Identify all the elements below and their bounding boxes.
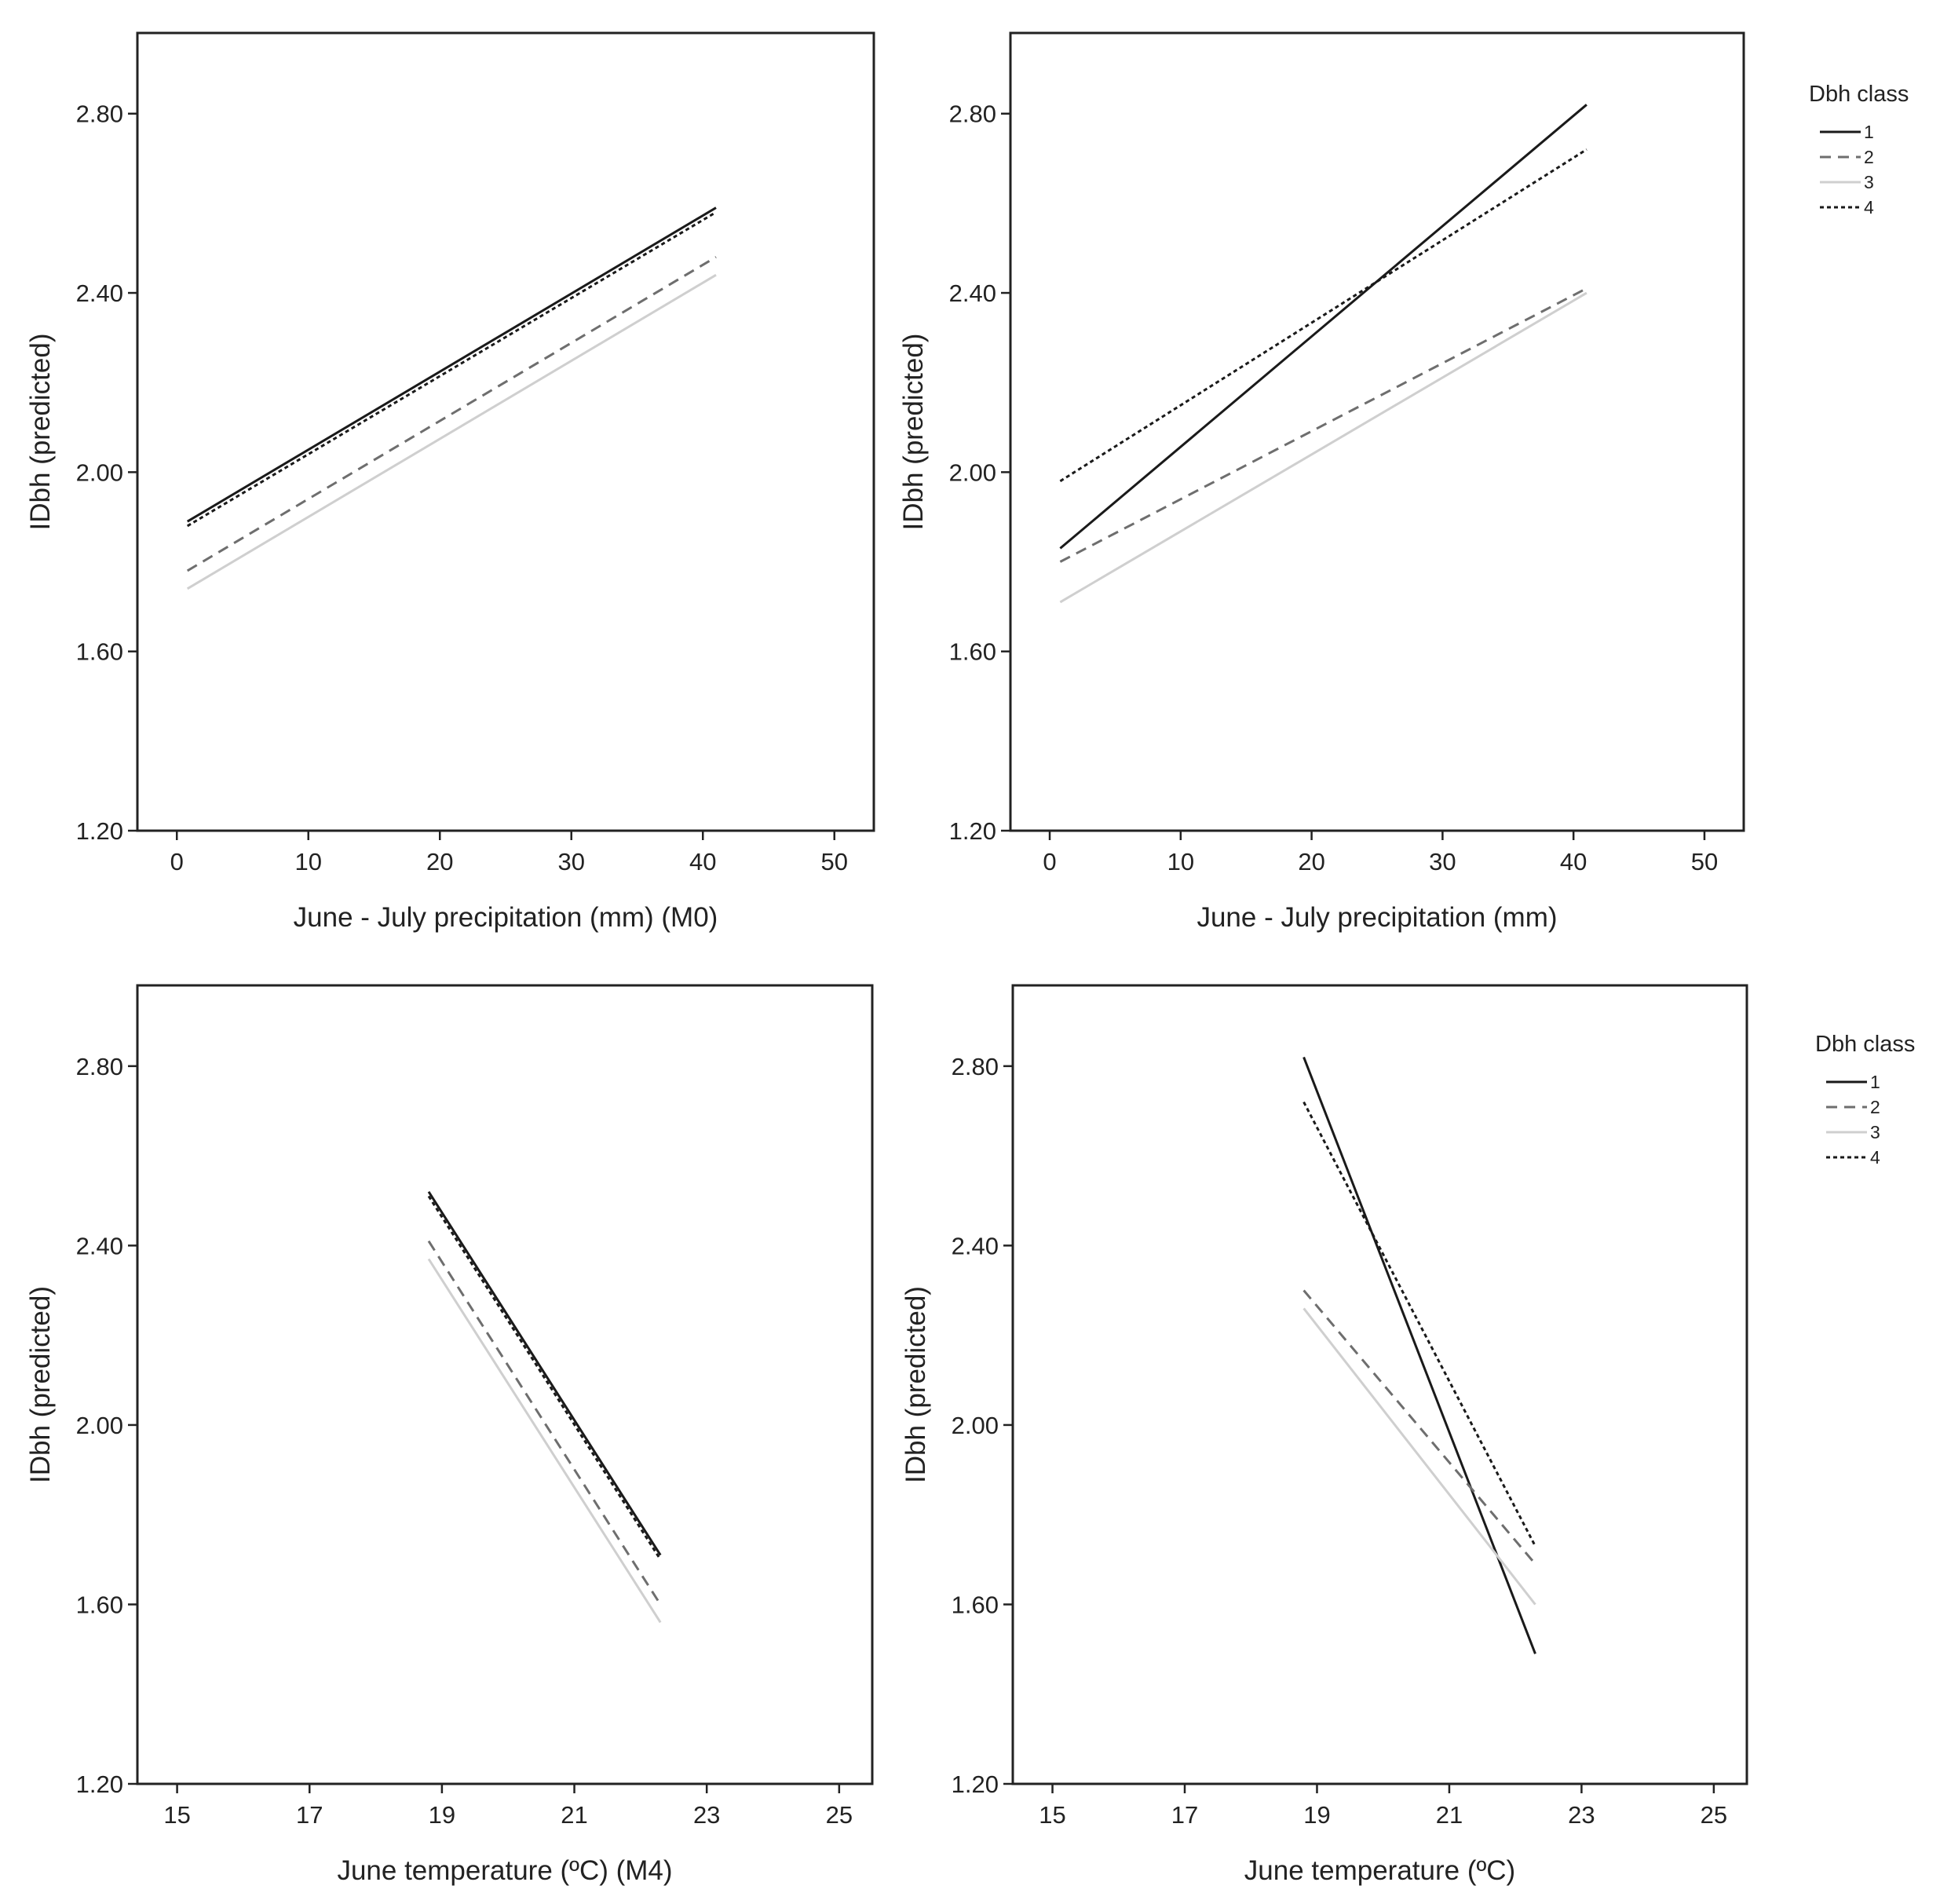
y-tick-label: 1.60 xyxy=(952,1591,999,1618)
y-tick-label: 2.00 xyxy=(952,1412,999,1439)
x-tick-label: 17 xyxy=(1171,1801,1198,1829)
x-tick-label: 17 xyxy=(296,1801,323,1829)
x-tick-label: 25 xyxy=(826,1801,853,1829)
x-tick-label: 15 xyxy=(163,1801,190,1829)
x-axis-title: June - July precipitation (mm) xyxy=(1197,902,1557,933)
x-tick-label: 15 xyxy=(1039,1801,1065,1829)
y-axis-title: IDbh (predicted) xyxy=(901,1286,931,1483)
plot-frame xyxy=(136,31,875,832)
series-line-class-1 xyxy=(186,206,717,523)
plot-frame xyxy=(136,984,874,1785)
y-tick-label: 2.40 xyxy=(952,1232,999,1259)
series-line-class-3 xyxy=(1059,291,1587,604)
chart-panel-2: 0 10 20 30 40 50 1.20 1.60 2.00 2.40 2.80 June - Ju… xyxy=(898,31,1745,933)
series-line-class-4 xyxy=(427,1195,662,1561)
y-axis-title: IDbh (predicted) xyxy=(898,334,929,531)
series-line-class-4 xyxy=(1059,148,1587,483)
legend-item-label: 1 xyxy=(1864,122,1874,142)
series-line-class-1 xyxy=(427,1190,662,1556)
x-tick-label: 10 xyxy=(295,848,322,875)
series-line-class-2 xyxy=(427,1240,662,1606)
y-tick-label: 2.40 xyxy=(76,280,123,307)
y-tick-label: 2.00 xyxy=(76,459,123,486)
x-tick-label: 23 xyxy=(693,1801,720,1829)
series-line-class-3 xyxy=(1302,1307,1536,1606)
chart-panel-1: 0 10 20 30 40 50 1.20 1.60 2.00 2.40 2.80 June - Ju… xyxy=(25,31,875,933)
legend-item-label: 3 xyxy=(1864,172,1874,192)
legend-item-label: 1 xyxy=(1870,1072,1880,1092)
x-tick-label: 19 xyxy=(1303,1801,1330,1829)
y-axis-title: IDbh (predicted) xyxy=(25,1286,56,1483)
x-tick-label: 30 xyxy=(558,848,585,875)
y-tick-label: 1.20 xyxy=(76,1771,123,1798)
x-tick-label: 20 xyxy=(426,848,453,875)
y-tick-label: 2.40 xyxy=(76,1232,123,1259)
y-tick-label: 2.00 xyxy=(76,1412,123,1439)
series-line-class-3 xyxy=(427,1258,662,1624)
x-tick-label: 50 xyxy=(821,848,848,875)
x-tick-label: 0 xyxy=(1043,848,1056,875)
x-tick-label: 25 xyxy=(1701,1801,1727,1829)
legend-item-label: 4 xyxy=(1864,197,1874,217)
plot-frame xyxy=(1011,984,1748,1785)
x-tick-label: 30 xyxy=(1429,848,1456,875)
x-tick-label: 0 xyxy=(170,848,184,875)
y-tick-label: 1.60 xyxy=(76,638,123,666)
chart-panel-4: 15 17 19 21 23 25 1.20 1.60 2.00 2.40 2.80 June tem… xyxy=(901,984,1748,1886)
x-tick-label: 40 xyxy=(1560,848,1587,875)
x-axis-title: June temperature (ºC) xyxy=(1244,1855,1515,1886)
series-line-class-3 xyxy=(186,273,717,590)
legend-title: Dbh class xyxy=(1809,82,1909,107)
y-axis-title: IDbh (predicted) xyxy=(25,334,56,531)
y-tick-label: 1.20 xyxy=(952,1771,999,1798)
x-tick-label: 20 xyxy=(1298,848,1324,875)
y-tick-label: 2.40 xyxy=(949,280,996,307)
series-line-class-2 xyxy=(1302,1289,1536,1565)
legend-item-label: 4 xyxy=(1870,1147,1880,1168)
x-tick-label: 19 xyxy=(429,1801,455,1829)
series-line-class-2 xyxy=(186,256,717,572)
series-line-class-1 xyxy=(1059,104,1587,550)
legend-item-label: 3 xyxy=(1870,1122,1880,1142)
series-line-class-4 xyxy=(186,211,717,528)
x-axis-title: June - July precipitation (mm) (M0) xyxy=(294,902,718,933)
legend: Dbh class 1 2 3 4 xyxy=(1815,1032,1915,1168)
chart-panel-3: 15 17 19 21 23 25 1.20 1.60 2.00 2.40 2.80 June tem… xyxy=(25,984,874,1886)
x-tick-label: 50 xyxy=(1691,848,1718,875)
series-line-class-4 xyxy=(1302,1101,1536,1547)
y-tick-label: 2.80 xyxy=(952,1053,999,1080)
x-tick-label: 21 xyxy=(561,1801,587,1829)
legend-item-label: 2 xyxy=(1864,147,1874,167)
x-tick-label: 40 xyxy=(689,848,716,875)
y-tick-label: 2.00 xyxy=(949,459,996,486)
legend: Dbh class 1 2 3 4 xyxy=(1809,82,1909,217)
plot-frame xyxy=(1009,31,1745,832)
y-tick-label: 1.60 xyxy=(76,1591,123,1618)
x-tick-label: 23 xyxy=(1568,1801,1595,1829)
series-line-class-2 xyxy=(1059,287,1587,563)
x-axis-title: June temperature (ºC) (M4) xyxy=(337,1855,672,1886)
x-tick-label: 10 xyxy=(1167,848,1194,875)
y-tick-label: 2.80 xyxy=(949,100,996,128)
legend-title: Dbh class xyxy=(1815,1032,1915,1057)
y-tick-label: 2.80 xyxy=(76,100,123,128)
legend-item-label: 2 xyxy=(1870,1097,1880,1117)
y-tick-label: 1.20 xyxy=(949,817,996,845)
y-tick-label: 2.80 xyxy=(76,1053,123,1080)
x-tick-label: 21 xyxy=(1436,1801,1463,1829)
y-tick-label: 1.60 xyxy=(949,638,996,666)
series-line-class-1 xyxy=(1302,1056,1536,1654)
y-tick-label: 1.20 xyxy=(76,817,123,845)
